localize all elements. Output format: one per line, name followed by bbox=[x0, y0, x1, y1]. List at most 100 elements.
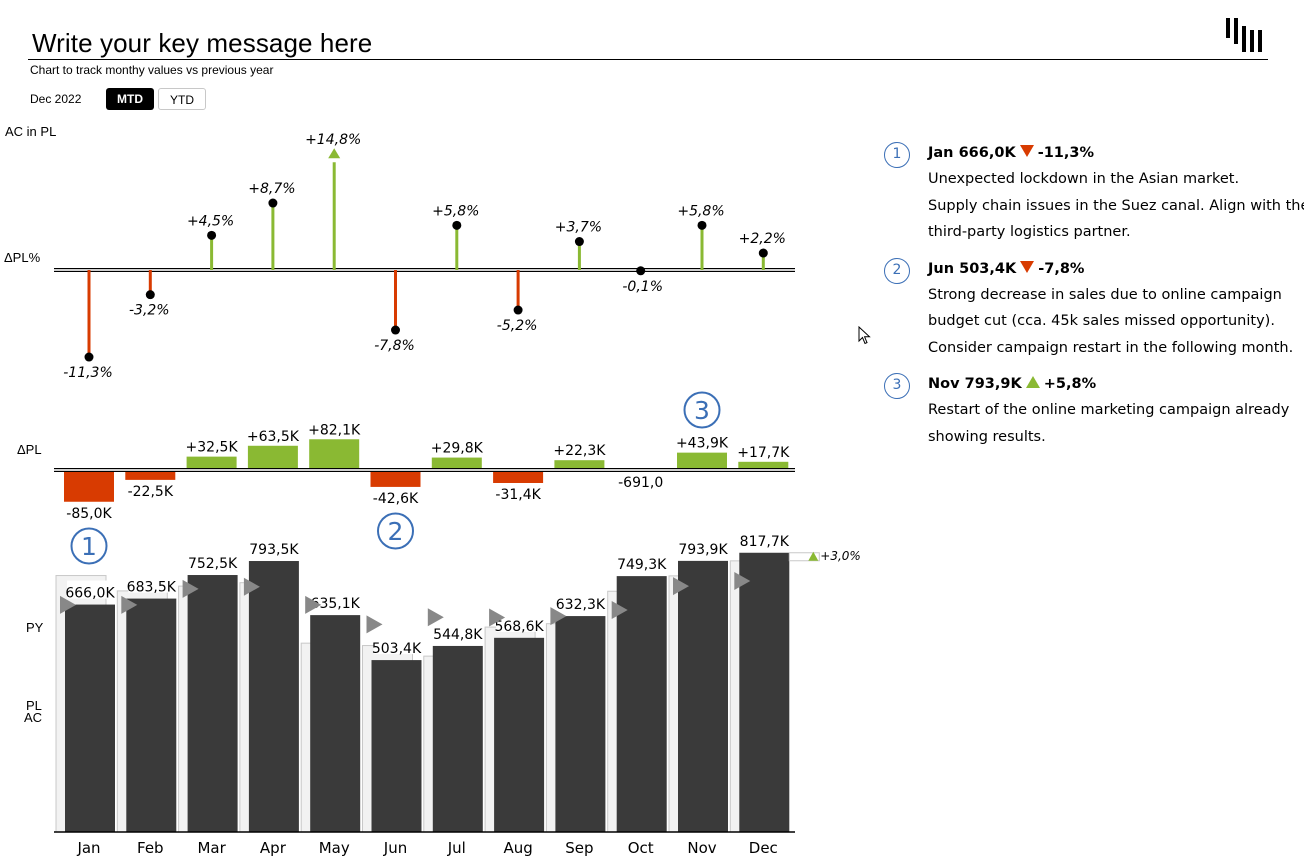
py-marker bbox=[734, 571, 751, 590]
delta-pct-dot bbox=[452, 220, 462, 230]
py-marker bbox=[243, 577, 260, 596]
py-marker bbox=[427, 608, 444, 627]
ac-label-bg bbox=[557, 592, 604, 611]
brand-logo-icon bbox=[1224, 18, 1264, 54]
category-label: Aug bbox=[503, 839, 532, 857]
py-marker bbox=[366, 615, 383, 634]
row-label-pl: PL bbox=[26, 698, 42, 713]
comment-heading: Jan 666,0K -11,3% bbox=[928, 140, 1302, 166]
comment-delta: -11,3% bbox=[1037, 145, 1095, 161]
comment-3: 3 Nov 793,9K +5,8% Restart of the online … bbox=[884, 371, 1302, 450]
delta-abs-label: -691,0 bbox=[618, 475, 663, 491]
ac-value-label: 793,5K bbox=[249, 542, 299, 558]
delta-pct-label: -3,2% bbox=[129, 303, 170, 319]
ac-value-label: 749,3K bbox=[617, 557, 667, 573]
delta-pct-dot bbox=[391, 325, 400, 335]
delta-abs-bar bbox=[738, 461, 789, 468]
ac-label-bg bbox=[250, 537, 297, 556]
comment-month: Nov bbox=[928, 376, 960, 392]
py-marker bbox=[611, 601, 628, 620]
comment-month: Jun bbox=[928, 260, 955, 277]
delta-pct-label: -5,2% bbox=[497, 318, 538, 334]
py-marker bbox=[121, 595, 138, 614]
category-label: Nov bbox=[687, 839, 716, 857]
comment-number: 1 bbox=[884, 142, 910, 168]
row-label-delta-abs: ΔPL bbox=[17, 442, 42, 457]
comment-line: Restart of the online marketing campaign… bbox=[928, 402, 1290, 418]
category-label: Apr bbox=[260, 839, 287, 857]
delta-pct-dot bbox=[574, 237, 584, 247]
ac-value-label: 635,1K bbox=[311, 596, 361, 612]
delta-pct-label: +14,8% bbox=[305, 132, 361, 148]
delta-abs-bar bbox=[125, 472, 176, 480]
comment-line: Supply chain issues in the Suez canal. A… bbox=[928, 197, 1304, 214]
delta-abs-bar bbox=[493, 472, 544, 483]
ac-label-bg bbox=[128, 574, 175, 593]
ytd-button[interactable]: YTD bbox=[158, 88, 206, 110]
delta-pct-dot bbox=[697, 220, 707, 230]
delta-pct-label: +3,7% bbox=[555, 220, 602, 236]
ac-value-label: 793,9K bbox=[678, 542, 728, 558]
py-marker bbox=[550, 607, 567, 626]
delta-pct-dot bbox=[758, 248, 768, 258]
delta-pct-label: +8,7% bbox=[248, 181, 295, 197]
ac-bar bbox=[187, 575, 238, 832]
total-delta-arrow bbox=[808, 551, 819, 561]
comment-line: Unexpected lockdown in the Asian market. bbox=[928, 171, 1240, 187]
delta-pct-dot bbox=[207, 230, 217, 240]
delta-abs-label: -31,4K bbox=[495, 487, 541, 503]
delta-abs-label: +32,5K bbox=[186, 440, 239, 456]
delta-abs-label: +22,3K bbox=[553, 443, 606, 459]
comment-heading: Nov 793,9K +5,8% bbox=[928, 371, 1302, 397]
triangle-down-icon bbox=[1020, 260, 1035, 273]
delta-abs-label: +63,5K bbox=[247, 429, 300, 445]
delta-pct-label: +5,8% bbox=[677, 203, 724, 219]
comment-month: Jan bbox=[928, 145, 954, 161]
annotation-marker-label: 3 bbox=[694, 396, 710, 425]
delta-abs-axis-fill bbox=[54, 469, 795, 471]
ac-value-label: 683,5K bbox=[127, 580, 177, 596]
row-label-py: PY bbox=[26, 620, 44, 635]
comment-line: Strong decrease in sales due to online c… bbox=[928, 286, 1282, 303]
annotation-marker-label: 1 bbox=[81, 532, 97, 561]
period-label: Dec 2022 bbox=[30, 92, 82, 106]
delta-abs-label: +82,1K bbox=[308, 422, 361, 438]
ac-value-label: 632,3K bbox=[556, 597, 606, 613]
py-marker bbox=[673, 577, 689, 596]
ac-bar bbox=[310, 615, 361, 832]
delta-pct-cap-arrow bbox=[328, 148, 341, 159]
mtd-button[interactable]: MTD bbox=[106, 88, 154, 110]
category-label: Oct bbox=[628, 839, 654, 857]
delta-abs-bar bbox=[64, 472, 114, 502]
delta-pct-label: +5,8% bbox=[432, 203, 479, 219]
category-label: Jun bbox=[383, 839, 407, 857]
ac-label-bg bbox=[312, 591, 359, 610]
ac-bar bbox=[678, 560, 728, 832]
delta-pct-label: +4,5% bbox=[187, 213, 234, 229]
category-label: Dec bbox=[749, 839, 778, 857]
ac-label-bg bbox=[680, 536, 726, 555]
comment-delta: +5,8% bbox=[1043, 376, 1097, 392]
ac-bar bbox=[432, 645, 483, 832]
page-subtitle: Chart to track monthy values vs previous… bbox=[30, 63, 274, 77]
comment-2: 2 Jun 503,4K -7,8% Strong decrease in sal… bbox=[884, 256, 1302, 362]
ac-label-bg bbox=[496, 613, 543, 632]
ac-bar bbox=[126, 598, 177, 832]
ac-bar bbox=[248, 561, 299, 832]
mouse-cursor-icon bbox=[858, 326, 871, 345]
delta-abs-label: +17,7K bbox=[737, 445, 790, 461]
delta-abs-bar bbox=[431, 457, 482, 468]
triangle-down-icon bbox=[1019, 145, 1034, 157]
delta-pct-dot bbox=[84, 352, 94, 362]
comment-delta: -7,8% bbox=[1038, 260, 1085, 277]
delta-pct-label: +2,2% bbox=[739, 231, 786, 247]
ac-label-bg bbox=[741, 528, 788, 547]
comment-line: showing results. bbox=[928, 428, 1046, 445]
category-label: Jul bbox=[447, 839, 466, 857]
delta-abs-label: -22,5K bbox=[128, 484, 174, 500]
row-label-delta-pct: ΔPL% bbox=[4, 250, 41, 265]
ac-value-label: 568,6K bbox=[494, 619, 544, 635]
unit-label: AC in PL bbox=[5, 124, 57, 139]
py-marker bbox=[60, 595, 76, 614]
delta-pct-label: -11,3% bbox=[63, 365, 113, 381]
